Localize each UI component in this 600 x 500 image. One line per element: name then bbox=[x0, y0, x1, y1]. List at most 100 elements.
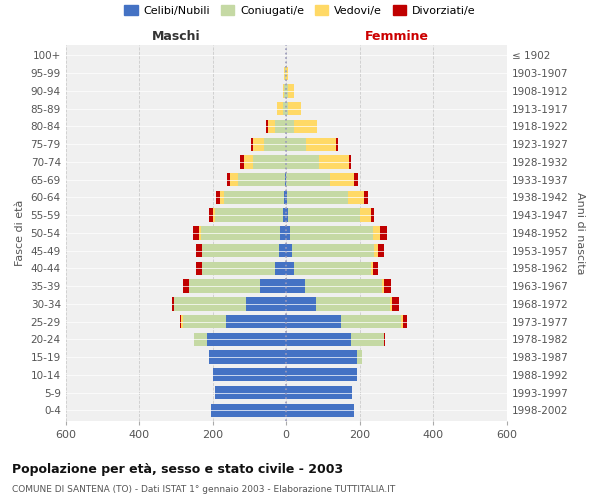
Bar bbox=[390, 297, 392, 310]
Bar bbox=[401, 315, 403, 328]
Bar bbox=[305, 280, 382, 293]
Y-axis label: Fasce di età: Fasce di età bbox=[15, 200, 25, 266]
Bar bbox=[253, 156, 286, 168]
Bar bbox=[193, 226, 199, 239]
Bar bbox=[316, 297, 390, 310]
Bar bbox=[286, 138, 307, 151]
Bar bbox=[288, 84, 293, 98]
Bar bbox=[253, 138, 264, 151]
Bar bbox=[196, 262, 202, 275]
Bar bbox=[251, 138, 253, 151]
Bar bbox=[286, 102, 288, 116]
Bar bbox=[284, 66, 286, 80]
Bar bbox=[202, 244, 279, 258]
Bar bbox=[199, 226, 200, 239]
Bar bbox=[286, 262, 293, 275]
Bar bbox=[279, 244, 286, 258]
Bar bbox=[283, 84, 284, 98]
Bar bbox=[212, 368, 286, 382]
Bar bbox=[275, 120, 286, 133]
Bar bbox=[283, 102, 286, 116]
Bar bbox=[266, 120, 268, 133]
Bar bbox=[183, 280, 189, 293]
Bar bbox=[286, 350, 357, 364]
Bar bbox=[284, 84, 286, 98]
Y-axis label: Anni di nascita: Anni di nascita bbox=[575, 192, 585, 274]
Bar bbox=[207, 332, 286, 346]
Bar bbox=[172, 297, 174, 310]
Bar bbox=[354, 173, 358, 186]
Bar bbox=[288, 208, 360, 222]
Bar bbox=[286, 84, 288, 98]
Bar bbox=[230, 173, 238, 186]
Bar bbox=[179, 315, 181, 328]
Bar bbox=[371, 262, 373, 275]
Bar bbox=[227, 173, 230, 186]
Bar bbox=[286, 280, 305, 293]
Bar bbox=[215, 208, 283, 222]
Bar bbox=[194, 332, 207, 346]
Bar bbox=[403, 315, 407, 328]
Bar bbox=[288, 102, 301, 116]
Bar bbox=[286, 297, 316, 310]
Bar bbox=[183, 315, 226, 328]
Bar bbox=[286, 315, 341, 328]
Bar bbox=[307, 138, 336, 151]
Bar bbox=[212, 208, 215, 222]
Bar bbox=[174, 297, 246, 310]
Text: Maschi: Maschi bbox=[152, 30, 200, 43]
Bar bbox=[380, 226, 387, 239]
Bar bbox=[286, 191, 287, 204]
Bar bbox=[217, 191, 220, 204]
Bar bbox=[286, 368, 357, 382]
Bar bbox=[277, 102, 283, 116]
Bar bbox=[293, 120, 317, 133]
Bar bbox=[286, 173, 331, 186]
Bar bbox=[293, 262, 371, 275]
Bar bbox=[286, 66, 288, 80]
Bar bbox=[283, 208, 286, 222]
Bar bbox=[189, 280, 260, 293]
Bar bbox=[209, 208, 212, 222]
Bar bbox=[290, 226, 373, 239]
Bar bbox=[371, 208, 374, 222]
Bar bbox=[319, 156, 349, 168]
Bar bbox=[383, 332, 385, 346]
Bar bbox=[226, 315, 286, 328]
Bar bbox=[268, 120, 275, 133]
Bar bbox=[341, 315, 401, 328]
Bar bbox=[209, 350, 286, 364]
Bar bbox=[392, 297, 399, 310]
Bar bbox=[287, 191, 347, 204]
Bar bbox=[292, 244, 374, 258]
Bar bbox=[286, 208, 288, 222]
Bar bbox=[378, 244, 383, 258]
Bar bbox=[286, 386, 352, 399]
Bar bbox=[286, 226, 290, 239]
Bar bbox=[374, 244, 378, 258]
Text: Popolazione per età, sesso e stato civile - 2003: Popolazione per età, sesso e stato civil… bbox=[12, 462, 343, 475]
Bar bbox=[260, 280, 286, 293]
Bar bbox=[357, 350, 362, 364]
Legend: Celibi/Nubili, Coniugati/e, Vedovi/e, Divorziati/e: Celibi/Nubili, Coniugati/e, Vedovi/e, Di… bbox=[120, 0, 480, 20]
Bar bbox=[364, 191, 368, 204]
Bar bbox=[286, 404, 354, 417]
Bar bbox=[373, 262, 378, 275]
Bar bbox=[246, 297, 286, 310]
Bar bbox=[286, 120, 293, 133]
Bar bbox=[220, 191, 224, 204]
Bar bbox=[196, 244, 202, 258]
Bar bbox=[286, 332, 350, 346]
Bar bbox=[331, 173, 354, 186]
Bar bbox=[383, 280, 391, 293]
Bar bbox=[336, 138, 338, 151]
Bar bbox=[264, 138, 286, 151]
Bar bbox=[373, 226, 380, 239]
Bar bbox=[275, 262, 286, 275]
Bar bbox=[202, 262, 275, 275]
Bar bbox=[284, 191, 286, 204]
Bar bbox=[244, 156, 253, 168]
Bar bbox=[350, 332, 383, 346]
Bar bbox=[224, 191, 284, 204]
Bar bbox=[382, 280, 383, 293]
